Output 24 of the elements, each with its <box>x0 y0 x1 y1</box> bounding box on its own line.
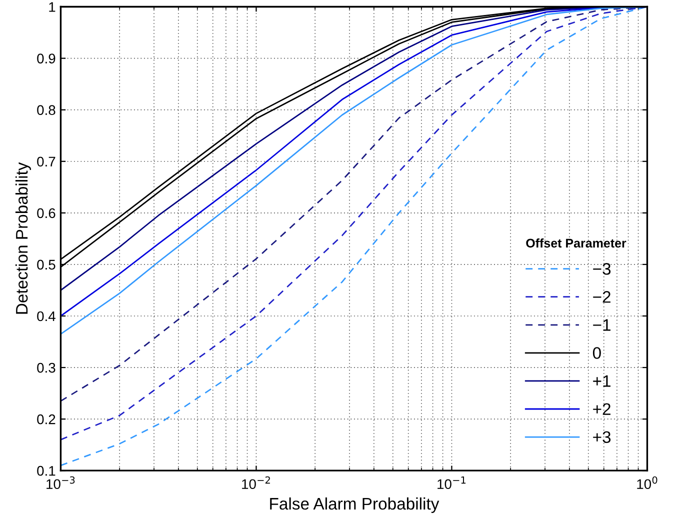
legend-label: +2 <box>593 403 610 415</box>
legend-label: −1 <box>593 319 610 331</box>
x-tick-label: 10$^{−3}$ <box>46 476 75 490</box>
x-tick-label: 10$^{−2}$ <box>242 476 270 490</box>
y-tick-label: 0.1 <box>37 466 56 476</box>
legend-label: −2 <box>593 291 610 303</box>
y-axis-title: Detection Probability <box>15 162 31 314</box>
legend-label: +1 <box>593 375 610 387</box>
legend-title: Offset Parameter <box>526 238 626 248</box>
y-tick-label: 0.8 <box>37 105 56 116</box>
x-tick-label: 10$^{−1}$ <box>438 476 466 490</box>
legend-label: −3 <box>593 263 611 275</box>
legend-label: 0 <box>592 347 601 359</box>
x-axis-title: False Alarm Probability <box>270 497 440 513</box>
legend-label: +3 <box>593 431 611 444</box>
y-tick-label: 0.6 <box>37 208 56 218</box>
y-tick-label: 1 <box>49 2 56 12</box>
y-tick-label: 0.2 <box>37 414 56 424</box>
x-tick-label: 10$^{0}$ <box>637 476 658 490</box>
y-tick-label: 0.7 <box>37 156 56 167</box>
y-tick-label: 0.3 <box>37 362 56 373</box>
y-tick-label: 0.4 <box>37 311 56 322</box>
y-tick-label: 0.5 <box>37 260 56 270</box>
y-tick-label: 0.9 <box>37 54 56 64</box>
